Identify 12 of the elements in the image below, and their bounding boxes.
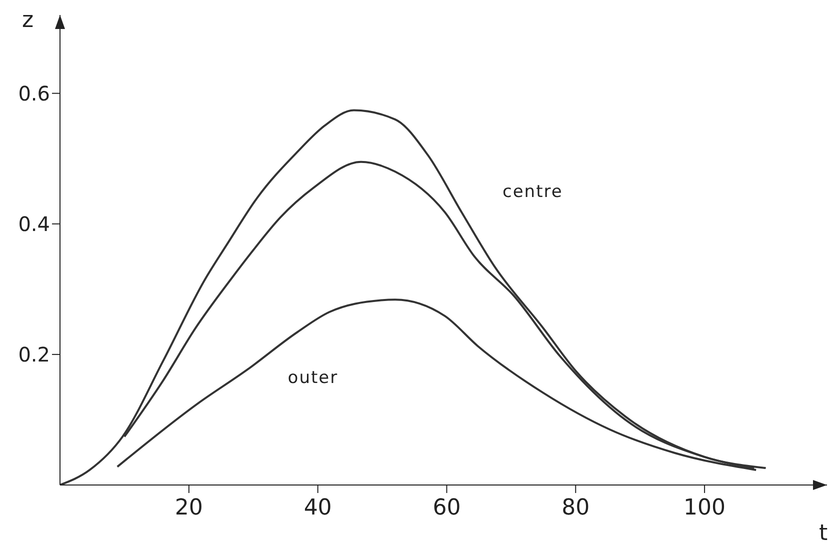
x-tick-label: 40 — [304, 496, 332, 521]
x-tick-label: 80 — [562, 496, 590, 521]
annotation: outer — [288, 368, 338, 388]
y-tick-label: 0.2 — [18, 342, 50, 367]
annotation: centre — [502, 182, 563, 202]
x-tick-label: 100 — [684, 496, 726, 521]
x-tick-label: 60 — [432, 496, 461, 521]
x-axis-title: t — [819, 521, 828, 546]
x-tick-label: 20 — [174, 496, 203, 521]
y-tick-label: 0.6 — [18, 81, 50, 106]
y-tick-label: 0.4 — [18, 212, 50, 236]
y-axis-title: z — [22, 8, 34, 33]
